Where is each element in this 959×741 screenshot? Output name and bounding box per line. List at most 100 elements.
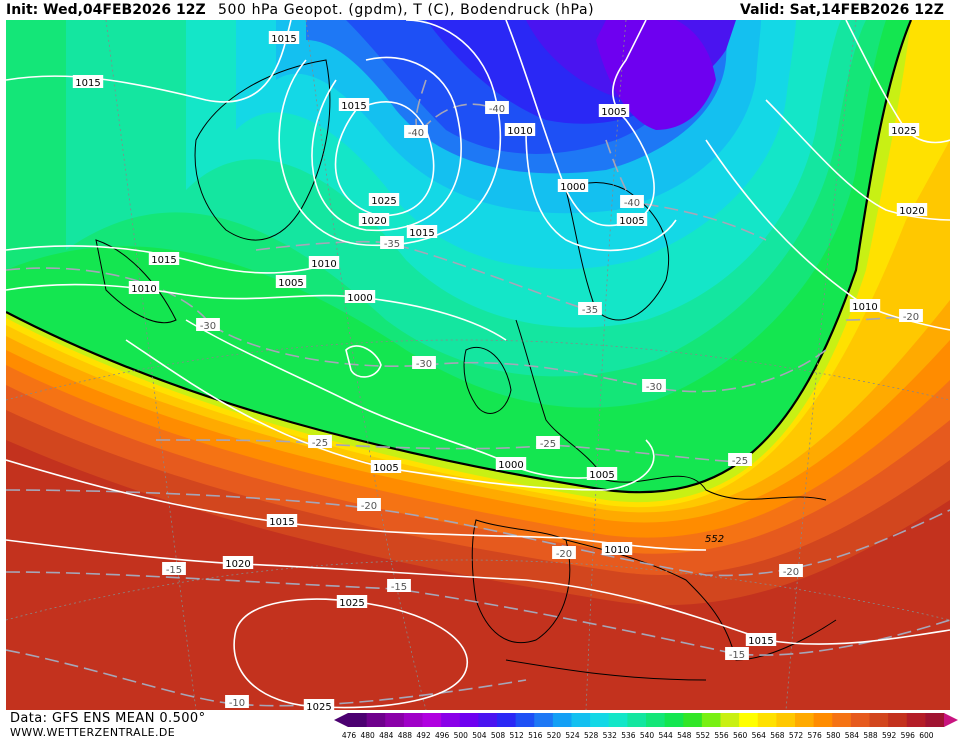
legend-tick-label: 508 — [491, 731, 506, 740]
isobar-label-text: 1015 — [409, 228, 434, 239]
legend-swatch — [627, 713, 647, 727]
legend-tick-label: 592 — [882, 731, 897, 740]
color-scale-legend: 476 480 484 488 492 496 500 504 508 512 516 520 524 5… — [334, 713, 958, 740]
isotherm-label-text: -20 — [783, 567, 799, 578]
isobar-label: 1005 — [598, 104, 630, 118]
isotherm-label-text: -20 — [903, 312, 919, 323]
legend-swatch — [664, 713, 684, 727]
legend-swatch — [515, 713, 535, 727]
isobar-label-text: 1025 — [339, 598, 364, 609]
legend-swatch — [795, 713, 815, 727]
isotherm-label: -20 — [899, 309, 923, 323]
geopotential-552-label: 552 — [705, 534, 724, 545]
isotherm-label-text: -40 — [624, 198, 640, 209]
isobar-label-text: 1000 — [347, 293, 372, 304]
isotherm-label: -10 — [225, 695, 249, 709]
legend-tick-label: 488 — [398, 731, 413, 740]
isobar-label: 1025 — [336, 595, 368, 609]
isobar-label-text: 1010 — [604, 545, 629, 556]
legend-tick-label: 532 — [603, 731, 618, 740]
map-field — [6, 20, 950, 710]
legend-tick-label: 524 — [565, 731, 580, 740]
isobar-label: 1005 — [616, 213, 648, 227]
legend-swatch — [757, 713, 777, 727]
isobar-labels: 1015 1015 1015 1025 1020 1015 1015 1010 1010 1005… — [72, 31, 928, 710]
isobar-label-text: 1015 — [75, 78, 100, 89]
legend-swatch — [683, 713, 703, 727]
isobar-label: 1000 — [495, 457, 527, 471]
isobar-label-text: 1010 — [311, 259, 336, 270]
legend-tick-label: 580 — [826, 731, 841, 740]
isobar-label-text: 1015 — [341, 101, 366, 112]
isobar-label: 1020 — [358, 213, 390, 227]
legend-swatch — [646, 713, 666, 727]
isotherm-label: -30 — [412, 356, 436, 370]
legend-tick-label: 484 — [379, 731, 394, 740]
isobar-label-text: 1025 — [891, 126, 916, 137]
isobar-label: 1005 — [275, 275, 307, 289]
isobar-label: 1010 — [128, 281, 160, 295]
legend-swatch — [459, 713, 479, 727]
isotherm-label-text: -35 — [582, 305, 598, 316]
isotherm-label-text: -25 — [540, 439, 556, 450]
legend-swatch — [422, 713, 442, 727]
legend-swatch — [497, 713, 517, 727]
isobar-label: 1015 — [406, 225, 438, 239]
isotherm-label: -20 — [357, 498, 381, 512]
isobar-label-text: 1005 — [619, 216, 644, 227]
isobar-label-text: 1025 — [371, 196, 396, 207]
legend-tick-label: 528 — [584, 731, 599, 740]
isotherm-label: -40 — [620, 195, 644, 209]
legend-swatch — [813, 713, 833, 727]
isotherm-label: -20 — [779, 564, 803, 578]
isobar-label-text: 1000 — [498, 460, 523, 471]
isobar-label: 1015 — [338, 98, 370, 112]
isotherm-label-text: -40 — [408, 128, 424, 139]
isobar-label: 1015 — [72, 75, 104, 89]
legend-tick-label: 572 — [789, 731, 804, 740]
isotherm-label: -35 — [380, 236, 404, 250]
legend-tick-label: 540 — [640, 731, 655, 740]
legend-tick-label: 568 — [770, 731, 785, 740]
isotherm-labels: -40 -40 -40 -35 -35 -30 -30 -30 -25 -25 -25 -20 -20 -… — [162, 101, 923, 709]
isobar-label-text: 1020 — [225, 559, 250, 570]
legend-swatch — [925, 713, 945, 727]
isotherm-label: -30 — [196, 318, 220, 332]
isobar-label: 1010 — [601, 542, 633, 556]
grid-lines — [6, 20, 950, 710]
legend-swatch — [348, 713, 368, 727]
isobar-label-text: 1005 — [589, 470, 614, 481]
isobar-label: 1020 — [222, 556, 254, 570]
isotherm-label: -40 — [404, 125, 428, 139]
isotherm-label: -15 — [162, 562, 186, 576]
isobar-label: 1020 — [896, 203, 928, 217]
map-title: 500 hPa Geopot. (gpdm), T (C), Bodendruc… — [218, 2, 595, 18]
isotherm-label-text: -25 — [312, 438, 328, 449]
isotherm-label-text: -25 — [732, 456, 748, 467]
isobar-label: 1015 — [745, 633, 777, 647]
isobar-label: 1010 — [504, 123, 536, 137]
isobar-label: 1025 — [368, 193, 400, 207]
isotherm-label: -15 — [725, 647, 749, 661]
valid-time: Valid: Sat,14FEB2026 12Z — [740, 2, 944, 18]
isobar-label-text: 1015 — [748, 636, 773, 647]
legend-swatch — [590, 713, 610, 727]
legend-swatch — [720, 713, 740, 727]
legend-swatch — [552, 713, 572, 727]
isobar-label: 1025 — [303, 699, 335, 710]
coastlines — [95, 59, 837, 681]
legend-tick-label: 552 — [696, 731, 711, 740]
isobar-label-text: 1025 — [306, 702, 331, 710]
legend-swatch — [608, 713, 628, 727]
legend-tick-label: 512 — [509, 731, 524, 740]
legend-swatch — [701, 713, 721, 727]
legend-swatch — [906, 713, 926, 727]
legend-tick-label: 544 — [658, 731, 673, 740]
isobar-label: 1015 — [268, 31, 300, 45]
isobar-label-text: 1015 — [151, 255, 176, 266]
legend-arrow-right — [944, 713, 958, 727]
legend-tick-label: 536 — [621, 731, 636, 740]
legend-tick-label: 576 — [807, 731, 822, 740]
isotherm-label: -35 — [578, 302, 602, 316]
isotherm-label: -40 — [485, 101, 509, 115]
